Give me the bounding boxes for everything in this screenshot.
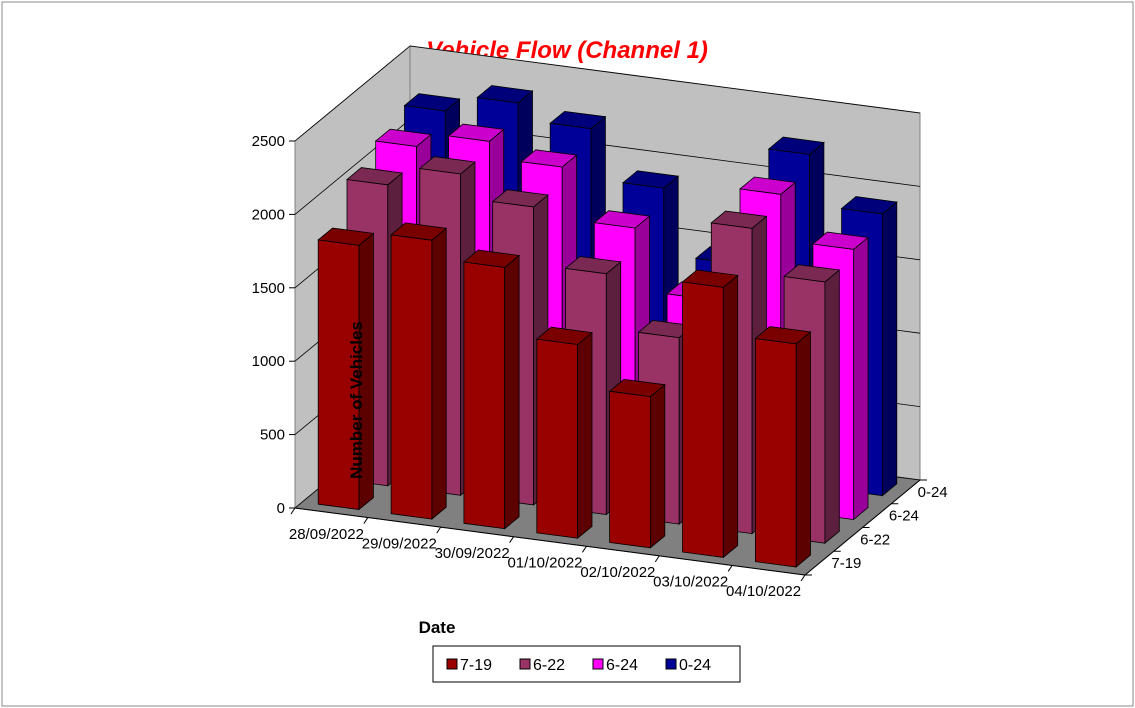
chart-legend: 7-19 6-22 6-24 0-24 <box>432 645 741 683</box>
bar-top-face <box>754 326 812 345</box>
y-tick-label: 1500 <box>252 280 285 297</box>
x-tick-label: 03/10/2022 <box>653 574 728 591</box>
x-tick-mark <box>800 574 806 582</box>
bar-7-19-28/09/2022 <box>317 227 375 511</box>
legend-box <box>432 645 741 683</box>
legend-swatch <box>665 658 677 670</box>
bar-side-face <box>431 227 447 520</box>
bar-top-face <box>447 123 505 142</box>
bar-top-face <box>811 231 869 250</box>
x-tick-mark <box>436 526 442 534</box>
bar-top-face <box>593 210 651 229</box>
bar-top-face <box>476 85 534 104</box>
x-tick-label: 28/09/2022 <box>289 526 364 543</box>
bar-side-face <box>722 274 739 559</box>
bar-top-face <box>564 256 622 275</box>
bar-top-face <box>403 93 461 112</box>
bar-top-face <box>840 196 898 215</box>
bar-top-face <box>739 176 797 195</box>
bar-7-19-01/10/2022 <box>535 326 593 540</box>
bar-7-19-03/10/2022 <box>681 269 739 559</box>
legend-swatch <box>592 658 604 670</box>
bar-front-face <box>390 234 433 520</box>
bar-top-face <box>710 210 768 229</box>
legend-label: 0-24 <box>679 657 711 674</box>
legend-label: 6-22 <box>533 657 565 674</box>
bar-top-face <box>374 128 432 147</box>
x-tick-mark <box>582 546 587 553</box>
y-gridline <box>294 45 921 142</box>
bar-7-19-29/09/2022 <box>390 222 448 520</box>
bar-top-face <box>390 222 448 241</box>
legend-swatch <box>519 658 531 670</box>
bar-side-face <box>824 269 840 545</box>
chart-axes <box>290 479 927 582</box>
depth-tick-label: 7-19 <box>831 555 861 572</box>
bar-side-face <box>504 254 520 530</box>
bar-top-face <box>535 326 593 345</box>
bar-side-face <box>882 201 898 497</box>
depth-tick-label: 0-24 <box>918 484 948 501</box>
bar-7-19-30/09/2022 <box>462 249 521 530</box>
legend-label: 6-24 <box>606 657 638 674</box>
chart-labels: 0 500 1000 1500 2000 2500 28/09/202229/09/2022… <box>252 133 948 600</box>
bar-side-face <box>795 331 811 568</box>
bar-7-19-04/10/2022 <box>754 326 812 568</box>
bar-top-face <box>622 170 680 189</box>
bar-top-face <box>418 156 476 175</box>
x-tick-label: 29/09/2022 <box>362 535 437 552</box>
x-tick-mark <box>290 507 296 515</box>
legend-item-6-24: 6-24 <box>592 657 638 674</box>
legend-item-0-24: 0-24 <box>665 657 711 674</box>
y-tick-label: 2500 <box>252 133 285 150</box>
x-tick-label: 04/10/2022 <box>726 583 801 600</box>
x-tick-mark <box>727 565 733 572</box>
x-tick-mark <box>363 517 369 524</box>
bar-top-face <box>346 167 404 186</box>
bar-top-face <box>783 264 841 283</box>
y-tick-label: 0 <box>277 500 285 517</box>
bar-top-face <box>681 269 739 288</box>
x-axis-line <box>294 507 806 576</box>
x-tick-mark <box>509 536 514 543</box>
bar-top-face <box>520 149 578 168</box>
depth-tick-label: 6-22 <box>860 531 890 548</box>
bar-front-face <box>682 281 724 558</box>
x-axis-title: Date <box>419 618 456 637</box>
legend-swatch <box>446 658 458 670</box>
x-tick-label: 30/09/2022 <box>435 545 510 562</box>
depth-tick-label: 6-24 <box>889 508 919 525</box>
x-tick-mark <box>654 555 660 563</box>
bar-front-face <box>536 338 578 539</box>
bar-front-face <box>463 261 506 530</box>
bar-top-face <box>491 189 549 208</box>
legend-item-7-19: 7-19 <box>446 657 492 674</box>
bar-side-face <box>577 331 593 540</box>
y-tick-label: 2000 <box>252 206 285 223</box>
bar-7-19-02/10/2022 <box>608 378 666 549</box>
bar-top-face <box>549 110 607 130</box>
legend-label: 7-19 <box>460 657 492 674</box>
bar-top-face <box>462 249 521 268</box>
bar-top-face <box>767 136 825 155</box>
legend-item-6-22: 6-22 <box>519 657 565 674</box>
bar-side-face <box>650 383 666 549</box>
x-tick-label: 02/10/2022 <box>580 564 655 581</box>
bar-top-face <box>317 227 375 246</box>
bar-side-face <box>853 236 869 521</box>
bar-top-face <box>608 378 666 398</box>
chart-bars <box>317 85 898 568</box>
y-tick-label: 1000 <box>252 353 285 370</box>
y-tick-label: 500 <box>260 427 285 444</box>
bar-front-face <box>755 338 797 568</box>
bar-front-face <box>609 390 651 549</box>
y-axis-title: Number of Vehicles <box>347 321 366 479</box>
x-tick-label: 01/10/2022 <box>507 555 582 572</box>
